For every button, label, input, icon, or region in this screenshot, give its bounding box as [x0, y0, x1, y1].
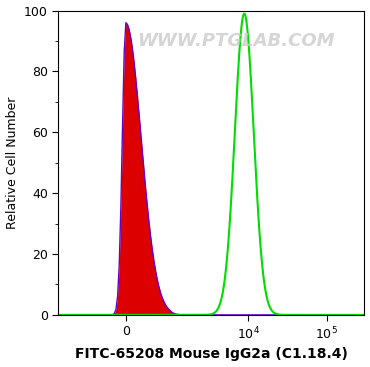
Text: WWW.PTGLAB.COM: WWW.PTGLAB.COM [137, 32, 334, 50]
X-axis label: FITC-65208 Mouse IgG2a (C1.18.4): FITC-65208 Mouse IgG2a (C1.18.4) [75, 348, 348, 361]
Y-axis label: Relative Cell Number: Relative Cell Number [6, 97, 18, 229]
